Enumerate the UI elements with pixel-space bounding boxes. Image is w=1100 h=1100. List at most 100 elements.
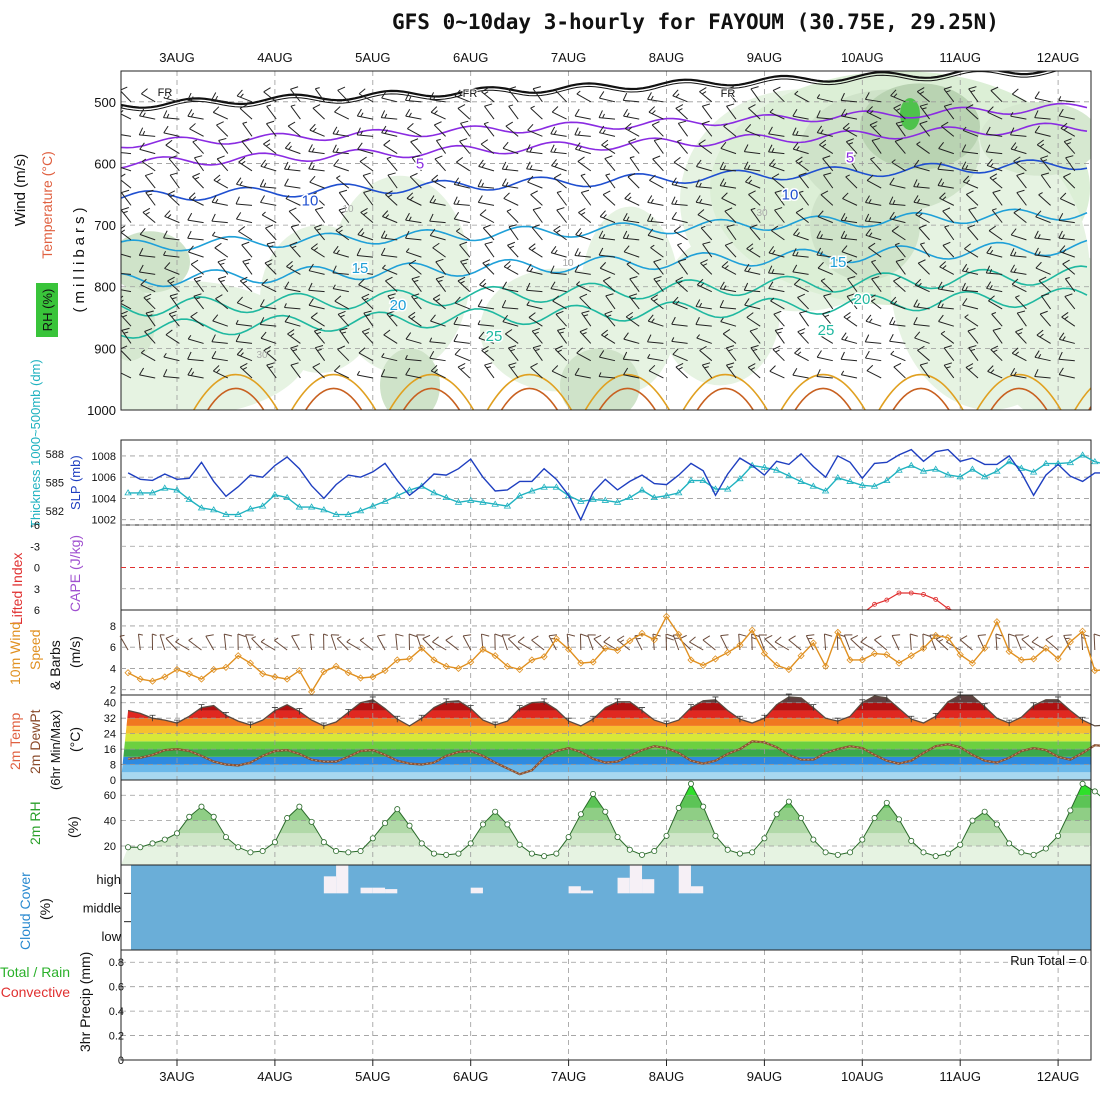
wind-barb [333, 159, 349, 172]
precip-tick-label: 0.2 [109, 1031, 124, 1043]
data-point [613, 498, 622, 505]
contour-labels: 5 5 10 10 15 15 20 20 25 25 FR FR FR 10 10 30 30 [157, 86, 872, 361]
wind-barb [699, 87, 713, 103]
wind-barb [992, 327, 1003, 344]
wind-barb [870, 156, 882, 172]
wind-barb [743, 161, 761, 172]
data-point [1091, 457, 1099, 465]
wind-barb [168, 155, 180, 172]
wind-barb [889, 211, 906, 224]
wind-barb [163, 352, 180, 362]
wind-barb [988, 295, 1003, 310]
data-point [332, 662, 340, 670]
wind-barb [649, 174, 664, 189]
minmax-marker [296, 708, 303, 715]
wind10m-axis-label-1: 10m Wind [7, 622, 23, 685]
wind-barb [356, 370, 374, 379]
minmax-marker [810, 704, 817, 711]
wind-barb [429, 350, 446, 362]
wind-barb [338, 207, 350, 223]
wind-barb [309, 123, 325, 137]
wind-barb [211, 195, 228, 206]
wind-barb [121, 272, 132, 275]
data-point [246, 659, 254, 667]
data-point [761, 835, 768, 842]
wind-barb [314, 345, 326, 361]
data-point [662, 612, 671, 620]
wind-barb [484, 362, 495, 379]
wind-barb [593, 634, 606, 651]
high-cloud-bar [568, 886, 581, 894]
bottom-date-axis: 3AUG 4AUG 5AUG 6AUG 7AUG 8AUG 9AUG 10AUG 11AUG 12… [159, 1060, 1079, 1084]
wind-barb [507, 241, 519, 258]
bottom-date-label: 7AUG [551, 1069, 586, 1084]
data-point [883, 651, 891, 659]
wind-barb [139, 228, 156, 241]
thickness-tick-label: 585 [46, 478, 64, 490]
data-point [736, 474, 744, 482]
wind-barb [1040, 155, 1051, 172]
wind-barb [532, 86, 543, 103]
wind-barb [508, 224, 519, 241]
data-point [234, 510, 242, 518]
wind-barb [745, 124, 761, 137]
wind-barb [647, 228, 664, 241]
temperature-contour-label: 15 [352, 260, 369, 277]
wind-barb [145, 310, 156, 327]
rh-tick-label: 40 [104, 816, 116, 828]
top-date-label: 12AUG [1037, 50, 1080, 65]
wind-barb [622, 212, 640, 224]
wind-barb [193, 276, 205, 292]
rh-shading-area [980, 101, 1091, 176]
wind-barb [358, 88, 374, 103]
rh-axis-label: RH (%) [40, 289, 55, 332]
data-point [455, 850, 462, 857]
wind-barb [818, 329, 834, 344]
temperature-band [121, 695, 1091, 703]
wind-barb [211, 92, 228, 103]
minmax-marker [418, 714, 425, 722]
wind-barb [356, 248, 374, 258]
wind-barb [168, 310, 180, 327]
minmax-marker [859, 699, 866, 706]
wind-barb [916, 87, 930, 103]
wind-barb [550, 265, 567, 275]
wind-barb [121, 173, 132, 189]
data-point [1068, 612, 1072, 616]
wind-barb [840, 351, 858, 362]
wind-tick-label: 4 [110, 663, 116, 675]
data-point [405, 486, 414, 493]
freezing-level [121, 71, 1050, 109]
panel-frame [120, 949, 1092, 1061]
wind-barb [554, 345, 567, 362]
temperature-contours [121, 71, 1091, 410]
wind-barb [1034, 230, 1051, 241]
temperature-tick-label: 16 [104, 744, 116, 756]
wind-barb [629, 156, 640, 172]
wind-barb [792, 127, 809, 137]
wind-barb [526, 301, 543, 310]
wind-barb [434, 155, 446, 172]
wind-barb [192, 172, 204, 189]
data-point [638, 629, 646, 637]
wind-barb [601, 139, 616, 155]
wind-barb [893, 362, 906, 379]
wind-barb [284, 315, 301, 327]
wind-barb [797, 328, 809, 344]
temperature-contour [121, 287, 1088, 339]
data-point [626, 493, 634, 501]
data-point [944, 634, 952, 642]
wind-barb [332, 284, 349, 293]
wind-barb [874, 635, 888, 651]
wind-barb [456, 228, 471, 241]
data-point [932, 853, 939, 860]
rh-band [121, 833, 1091, 846]
wind-barb [774, 189, 785, 206]
wind-barb [675, 104, 688, 120]
slp-tick-label: 1002 [92, 515, 116, 527]
data-point [907, 461, 915, 468]
wind-barb [990, 345, 1003, 362]
data-point [148, 677, 157, 685]
data-point [247, 849, 254, 856]
minmax-marker [981, 703, 988, 710]
